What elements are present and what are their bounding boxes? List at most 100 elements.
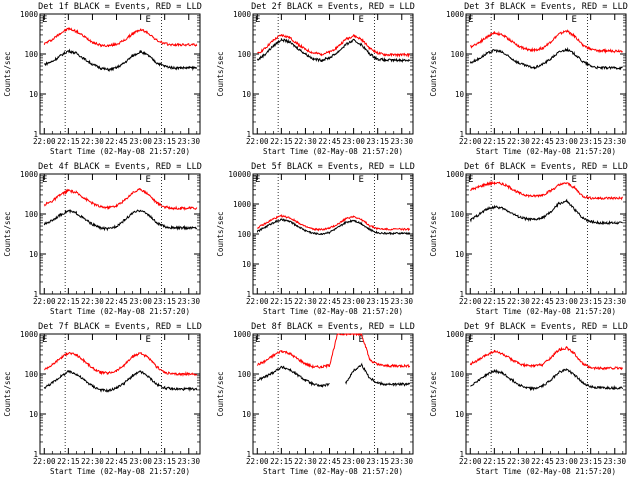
y-axis-label: Counts/sec	[3, 51, 12, 96]
events-series-line	[43, 370, 198, 393]
x-tick-label: 22:00	[33, 137, 56, 146]
lld-series-line	[469, 29, 623, 54]
chart-title: Det 5f BLACK = Events, RED = LLD	[251, 162, 415, 172]
x-tick-label: 23:00	[129, 457, 152, 466]
x-tick-label: 22:00	[246, 137, 269, 146]
detector-chart-9: Det 9f BLACK = Events, RED = LLD 1 10 100 10…	[429, 322, 628, 476]
x-tick-label: 23:30	[603, 297, 626, 306]
marker-label: E	[358, 175, 363, 185]
x-tick-label: 22:30	[507, 137, 530, 146]
y-tick-label: 100	[237, 230, 251, 239]
x-tick-label: 23:15	[366, 457, 389, 466]
x-tick-label: 22:45	[318, 297, 341, 306]
x-tick-label: 22:30	[81, 457, 104, 466]
x-tick-label: 23:30	[390, 457, 413, 466]
x-axis-label: Start Time (02-May-08 21:57:20)	[476, 307, 616, 316]
x-tick-label: 23:15	[153, 297, 176, 306]
events-series-line	[256, 38, 411, 63]
plot-frame	[252, 173, 414, 295]
plot-frame	[465, 13, 627, 135]
y-tick-label: 100	[450, 50, 464, 59]
y-tick-label: 100	[24, 210, 38, 219]
x-tick-label: 22:45	[105, 457, 128, 466]
chart-title: Det 8f BLACK = Events, RED = LLD	[251, 322, 415, 332]
x-tick-label: 22:15	[483, 297, 506, 306]
y-tick-label: 10	[242, 260, 252, 269]
x-axis-label: Start Time (02-May-08 21:57:20)	[263, 147, 403, 156]
x-tick-label: 23:00	[342, 297, 365, 306]
y-tick-label: 1000	[20, 10, 39, 19]
marker-label: E	[571, 15, 576, 25]
x-tick-label: 23:15	[366, 297, 389, 306]
events-series-line	[256, 218, 411, 236]
marker-label: E	[358, 15, 363, 25]
y-tick-label: 10	[29, 90, 39, 99]
y-tick-label: 1	[33, 130, 38, 139]
x-axis-label: Start Time (02-May-08 21:57:20)	[263, 467, 403, 476]
x-tick-label: 22:45	[531, 137, 554, 146]
chart-title: Det 1f BLACK = Events, RED = LLD	[38, 2, 202, 12]
x-tick-label: 22:00	[33, 457, 56, 466]
marker-label: E	[145, 15, 150, 25]
chart-title: Det 3f BLACK = Events, RED = LLD	[464, 2, 628, 12]
marker-label: E	[358, 335, 363, 345]
x-tick-label: 22:45	[318, 137, 341, 146]
lld-series-line	[469, 345, 623, 371]
x-tick-label: 23:30	[177, 297, 200, 306]
x-tick-label: 23:00	[342, 457, 365, 466]
detector-chart-6: Det 6f BLACK = Events, RED = LLD 1 10 100 10…	[429, 162, 628, 316]
x-tick-label: 23:00	[129, 137, 152, 146]
x-tick-label: 22:45	[105, 297, 128, 306]
x-axis-label: Start Time (02-May-08 21:57:20)	[50, 147, 190, 156]
plot-frame	[39, 173, 201, 295]
detector-chart-3: Det 3f BLACK = Events, RED = LLD 1 10 100 10…	[429, 2, 628, 156]
chart-title: Det 7f BLACK = Events, RED = LLD	[38, 322, 202, 332]
x-tick-label: 22:30	[294, 297, 317, 306]
lld-series-line	[470, 180, 623, 201]
lld-series-line	[44, 351, 198, 377]
plot-frame	[465, 333, 627, 455]
y-tick-label: 1000	[20, 170, 39, 179]
y-axis-label: Counts/sec	[3, 211, 12, 256]
x-tick-label: 23:30	[177, 457, 200, 466]
x-tick-label: 22:00	[459, 457, 482, 466]
y-tick-label: 1	[246, 450, 251, 459]
x-tick-label: 23:15	[579, 457, 602, 466]
y-tick-label: 1000	[446, 330, 465, 339]
y-tick-label: 10	[242, 410, 252, 419]
y-tick-label: 10000	[228, 170, 251, 179]
chart-title: Det 4f BLACK = Events, RED = LLD	[38, 162, 202, 172]
y-tick-label: 1	[246, 130, 251, 139]
y-tick-label: 10	[455, 250, 465, 259]
x-axis-label: Start Time (02-May-08 21:57:20)	[476, 147, 616, 156]
y-tick-label: 1	[246, 290, 251, 299]
marker-label: E	[468, 15, 473, 25]
y-tick-label: 100	[237, 370, 251, 379]
x-tick-label: 22:00	[246, 457, 269, 466]
y-tick-label: 1000	[233, 330, 252, 339]
plot-frame	[252, 13, 414, 135]
x-tick-label: 23:00	[129, 297, 152, 306]
marker-label: E	[42, 15, 47, 25]
marker-label: E	[255, 15, 260, 25]
y-axis-label: Counts/sec	[3, 371, 12, 416]
marker-label: E	[145, 335, 150, 345]
marker-label: E	[42, 335, 47, 345]
x-axis-label: Start Time (02-May-08 21:57:20)	[50, 467, 190, 476]
x-tick-label: 22:15	[270, 297, 293, 306]
y-tick-label: 1000	[446, 10, 465, 19]
x-tick-label: 22:00	[459, 137, 482, 146]
y-tick-label: 1	[33, 290, 38, 299]
x-tick-label: 23:30	[603, 137, 626, 146]
y-axis-label: Counts/sec	[429, 211, 438, 256]
x-tick-label: 22:30	[81, 137, 104, 146]
y-tick-label: 1000	[446, 170, 465, 179]
marker-label: E	[571, 335, 576, 345]
y-axis-label: Counts/sec	[429, 51, 438, 96]
x-tick-label: 22:45	[318, 457, 341, 466]
x-tick-label: 22:15	[57, 137, 80, 146]
detector-chart-5: Det 5f BLACK = Events, RED = LLD 1 10 100 10…	[216, 162, 415, 316]
detector-chart-8: Det 8f BLACK = Events, RED = LLD 1 10 100 10…	[216, 322, 415, 476]
x-tick-label: 23:30	[177, 137, 200, 146]
